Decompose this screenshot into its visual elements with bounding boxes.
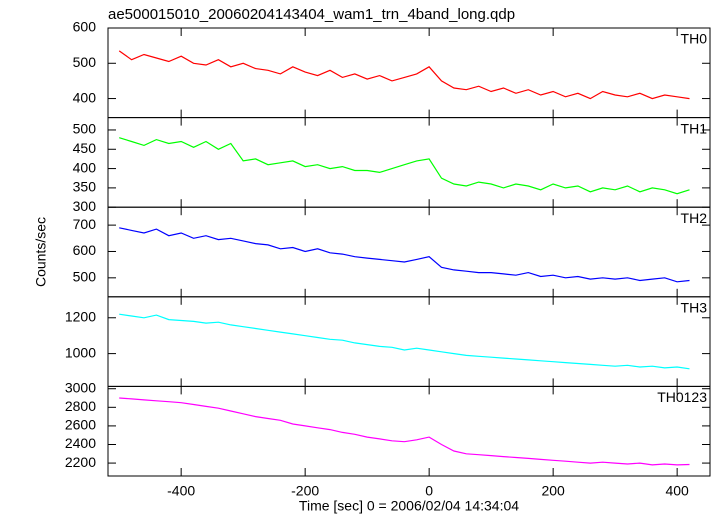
y-tick-label: 300 [73, 198, 97, 214]
panel-label: TH0123 [657, 389, 707, 405]
y-tick-label: 2800 [65, 398, 96, 414]
chart-title: ae500015010_20060204143404_wam1_trn_4ban… [108, 6, 515, 23]
x-tick-label: -400 [167, 483, 195, 499]
panel-frame [107, 117, 711, 208]
panel-frame [107, 206, 711, 298]
y-tick-label: 400 [73, 159, 97, 175]
y-tick-label: 3000 [65, 379, 96, 395]
light-curve [119, 137, 690, 195]
y-tick-label: 500 [73, 121, 97, 137]
y-tick-label: 500 [73, 269, 97, 285]
y-tick-label: 600 [73, 19, 97, 35]
y-tick-label: 1000 [65, 344, 96, 360]
x-tick-label: 400 [665, 483, 689, 499]
panel-label: TH2 [681, 210, 708, 226]
y-tick-label: 2400 [65, 435, 96, 451]
x-tick-label: -200 [291, 483, 319, 499]
y-tick-label: 350 [73, 179, 97, 195]
y-tick-label: 450 [73, 140, 97, 156]
y-tick-label: 400 [73, 89, 97, 105]
x-tick-label: 0 [425, 483, 433, 499]
panel-frame [107, 27, 711, 119]
panel-label: TH1 [681, 120, 708, 136]
x-axis-label: Time [sec] 0 = 2006/02/04 14:34:04 [299, 498, 519, 514]
y-tick-label: 2600 [65, 417, 96, 433]
light-curve [119, 313, 690, 370]
panel-label: TH0 [681, 31, 708, 47]
x-tick-label: 200 [541, 483, 565, 499]
y-axis-label: Counts/sec [33, 217, 49, 287]
y-tick-label: 600 [73, 242, 97, 258]
light-curve [119, 397, 690, 466]
panel-label: TH3 [681, 300, 708, 316]
light-curve [118, 50, 690, 100]
panel-frame [107, 296, 711, 387]
y-tick-label: 500 [73, 54, 97, 70]
light-curve [119, 227, 690, 283]
panel-frame [107, 385, 711, 477]
y-tick-label: 1200 [65, 308, 96, 324]
y-tick-label: 2200 [65, 454, 96, 470]
y-tick-label: 700 [73, 216, 97, 232]
